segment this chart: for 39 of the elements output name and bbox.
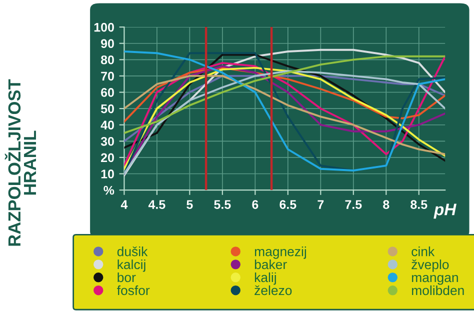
y-tick-label: 10 — [101, 170, 114, 178]
x-tick-label: 6.5 — [280, 200, 296, 209]
y-tick-label: 60 — [101, 88, 114, 97]
line-series — [124, 74, 446, 156]
legend-label: železo — [254, 285, 292, 296]
legend-label: dušik — [117, 246, 148, 256]
x-tick-label: 7 — [318, 200, 324, 209]
x-tick-label: 5 — [186, 200, 193, 209]
line-series — [124, 66, 446, 123]
legend-label: molibden — [412, 285, 464, 296]
y-tick-label: 90 — [100, 39, 114, 48]
y-tick-label: 50 — [100, 104, 114, 114]
x-tick-label: 4.5 — [148, 200, 166, 209]
legend-label: mangan — [412, 274, 458, 285]
text: RAZPOLOŽLJIVOST HRANIL — [4, 79, 36, 246]
legend-label: kalij — [254, 272, 276, 285]
y-tick-label: 40 — [100, 120, 114, 130]
line-series — [124, 74, 446, 142]
line-series — [124, 55, 446, 134]
y-tick-label: 30 — [100, 136, 114, 146]
x-tick-label: 7.5 — [345, 200, 362, 209]
y-tick-label: 100 — [94, 22, 114, 32]
legend-label: cink — [412, 246, 435, 256]
x-tick-label: 6 — [252, 200, 258, 209]
legend-label: fosfor — [117, 285, 150, 296]
y-tick-label: 20 — [100, 153, 114, 162]
legend-label: baker — [254, 259, 287, 270]
y-tick-label: 70 — [101, 72, 114, 81]
x-tick-label: 5.5 — [214, 200, 231, 209]
y-tick-label: 80 — [100, 55, 114, 64]
legend-label: kalcij — [118, 259, 146, 272]
y-tick-label: % — [104, 186, 114, 195]
x-tick-label: 4 — [120, 200, 128, 209]
x-tick-label: 8 — [383, 200, 390, 209]
x-axis-title: pH — [434, 204, 456, 219]
legend-label: bor — [118, 272, 136, 282]
x-tick-label: 8.5 — [410, 200, 428, 209]
legend-label: magnezij — [254, 246, 306, 259]
legend-label: žveplo — [412, 259, 449, 272]
